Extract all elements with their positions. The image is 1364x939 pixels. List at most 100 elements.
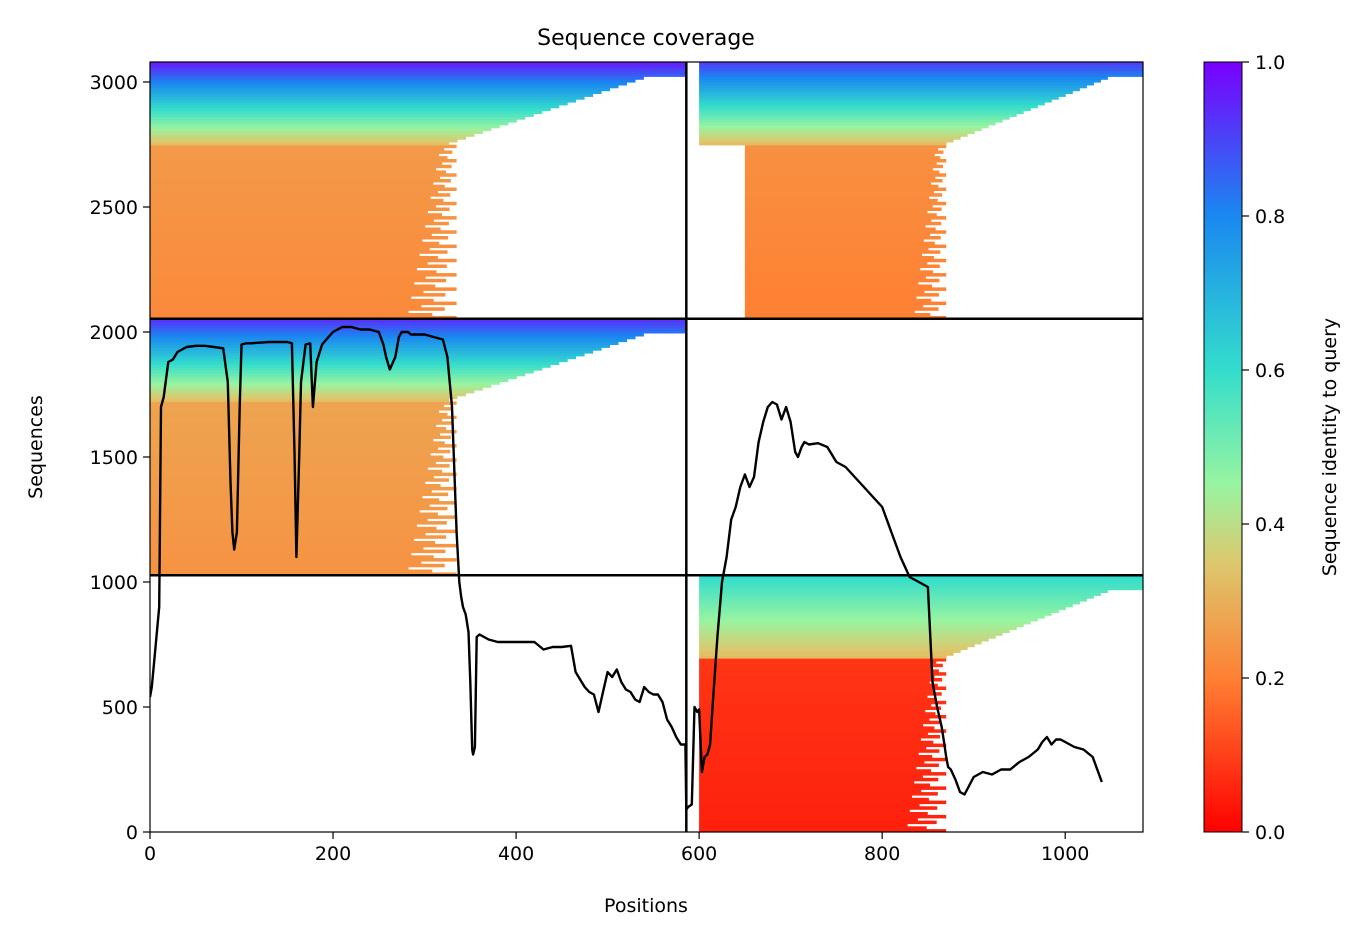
heat-row [699, 589, 1108, 593]
heat-row [150, 181, 434, 186]
heat-row [699, 783, 930, 787]
heat-row [744, 201, 947, 206]
heat-row [150, 415, 457, 420]
heat-row [699, 113, 1017, 117]
heat-row [699, 101, 1045, 106]
heat-row [150, 116, 526, 120]
heat-row [744, 293, 939, 297]
heat-row [150, 173, 457, 177]
heat-row [744, 170, 940, 174]
heat-row [699, 612, 1052, 616]
heat-row [744, 247, 929, 251]
plot-frame [149, 61, 1144, 833]
heat-row [150, 93, 594, 97]
x-tick-label: 400 [498, 843, 534, 865]
heat-row [699, 82, 1094, 86]
heat-row [699, 84, 1087, 89]
heat-row [150, 190, 438, 194]
heat-row [150, 121, 509, 126]
heat-row [699, 772, 947, 776]
heat-row [744, 164, 943, 169]
heat-row [150, 139, 458, 143]
heat-row [744, 298, 932, 303]
heat-row [699, 820, 937, 825]
heat-row [744, 221, 942, 226]
heat-row [150, 107, 551, 112]
heat-row [150, 159, 457, 163]
heat-row [699, 712, 936, 716]
heat-row [699, 632, 1003, 636]
heat-row [699, 90, 1073, 94]
heat-row [699, 62, 1143, 66]
heat-row [699, 578, 1143, 582]
heat-row [744, 156, 941, 160]
heat-row [150, 261, 428, 266]
heat-row [699, 76, 1108, 80]
heat-row [744, 204, 933, 209]
heat-row [699, 110, 1024, 114]
heat-row [150, 438, 434, 442]
heat-row [699, 595, 1094, 599]
heat-row [150, 250, 448, 254]
heat-row [150, 546, 424, 551]
heat-row [150, 258, 457, 263]
heat-row [150, 207, 450, 211]
heat-row [744, 198, 938, 203]
heat-row [699, 703, 932, 708]
heat-row [699, 746, 927, 750]
heat-row [150, 458, 457, 462]
heat-row [150, 541, 436, 545]
heat-row [150, 543, 457, 548]
heat-row [150, 466, 428, 471]
heat-row [744, 264, 940, 268]
heat-row [744, 256, 934, 260]
heat-row [699, 598, 1087, 602]
heat-row [150, 264, 447, 268]
heat-row [699, 678, 943, 682]
heat-row [744, 258, 947, 263]
heat-row [150, 119, 517, 123]
heat-row [150, 395, 458, 400]
heat-row [699, 67, 1143, 72]
heat-row [699, 127, 982, 132]
x-tick-label: 800 [864, 843, 900, 865]
heat-row [699, 121, 996, 126]
chart-title: Sequence coverage [537, 26, 755, 51]
heat-row [150, 370, 534, 374]
heat-row [150, 361, 560, 365]
colorbar-label: Sequence identity to query [1319, 318, 1341, 576]
x-tick-label: 1000 [1041, 843, 1089, 865]
heat-row [150, 355, 577, 360]
heat-row [150, 210, 428, 214]
block-boundaries [150, 62, 1143, 832]
heat-row [699, 686, 947, 690]
heat-row [150, 509, 420, 514]
heat-row [699, 603, 1073, 608]
heat-row [150, 290, 424, 294]
heat-row [150, 196, 431, 200]
heat-row [150, 150, 453, 154]
heat-row [150, 301, 457, 306]
heat-row [699, 620, 1031, 625]
y-tick-label: 2000 [90, 322, 138, 344]
heat-row [150, 529, 457, 534]
heat-row [150, 375, 517, 380]
heat-row [150, 216, 457, 220]
y-axis-ticks: 0 500 1000 1500 2000 2500 3000 [90, 72, 150, 844]
heat-row [150, 287, 457, 291]
heat-row [150, 538, 415, 542]
heat-row [150, 141, 449, 146]
heat-row [150, 73, 687, 77]
heat-row [744, 227, 936, 231]
heat-row [699, 740, 934, 745]
heat-row [699, 635, 996, 639]
heat-row [150, 273, 457, 277]
heat-row [744, 273, 947, 277]
heat-row [150, 204, 436, 209]
heat-row [150, 372, 526, 377]
heat-row [150, 561, 422, 565]
heat-row [150, 87, 610, 92]
heat-row [150, 179, 451, 183]
heat-row [150, 412, 448, 417]
heat-row [744, 276, 926, 280]
